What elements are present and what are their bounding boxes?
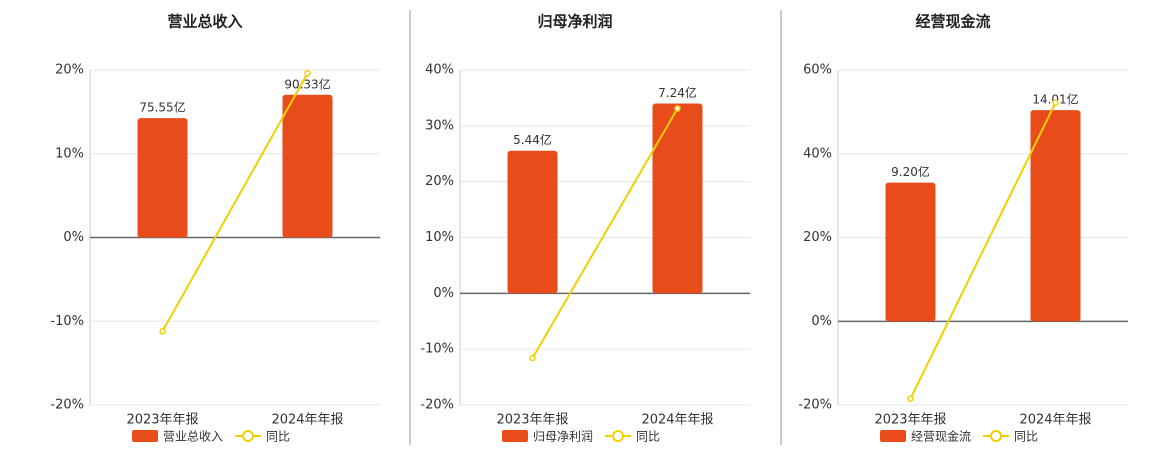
point	[907, 395, 914, 402]
line	[909, 102, 1057, 400]
bar	[507, 150, 558, 294]
legend-label: 营业总收入	[163, 430, 223, 444]
y-tick-label: -10%	[420, 342, 454, 357]
data-label: 7.24亿	[658, 85, 697, 100]
legend-label: 同比	[266, 430, 290, 444]
x-tick-label: 2023年年报	[874, 413, 946, 428]
point	[159, 328, 166, 335]
y-tick-label: 10%	[55, 146, 84, 161]
line	[531, 108, 679, 359]
x-tick-label: 2024年年报	[271, 413, 343, 428]
legend-swatch	[880, 430, 906, 442]
point	[1052, 99, 1059, 106]
data-label: 9.20亿	[891, 164, 930, 179]
bar	[652, 103, 703, 294]
y-tick-label: 10%	[425, 230, 454, 245]
legend-label: 经营现金流	[911, 429, 971, 444]
y-tick-label: 40%	[425, 63, 454, 78]
y-tick-label: 40%	[803, 146, 832, 161]
chart-title: 归母净利润	[537, 13, 612, 31]
legend-swatch	[132, 430, 158, 442]
x-tick-label: 2023年年报	[496, 413, 568, 428]
legend-label: 同比	[1014, 430, 1038, 444]
bar	[282, 94, 333, 238]
y-tick-label: 20%	[803, 230, 832, 245]
chart-title: 经营现金流	[915, 13, 990, 31]
legend-swatch	[612, 430, 625, 442]
y-tick-label: 30%	[425, 118, 454, 133]
data-label: 75.55亿	[139, 100, 185, 115]
y-tick-label: -20%	[50, 398, 84, 413]
legend-swatch	[242, 430, 255, 442]
point	[529, 354, 536, 362]
legend-swatch	[990, 430, 1003, 442]
y-tick-label: -20%	[420, 398, 454, 413]
point	[674, 105, 681, 112]
data-label: 5.44亿	[513, 132, 552, 147]
y-tick-label: 20%	[55, 63, 84, 78]
y-tick-label: 0%	[433, 286, 454, 301]
x-tick-label: 2024年年报	[641, 413, 713, 428]
y-tick-label: 60%	[803, 63, 832, 78]
y-tick-label: 0%	[63, 230, 84, 245]
y-tick-label: -10%	[50, 314, 84, 329]
bar	[885, 182, 936, 322]
y-tick-label: 0%	[811, 314, 832, 329]
x-tick-label: 2023年年报	[126, 413, 198, 428]
x-tick-label: 2024年年报	[1019, 413, 1091, 428]
data-label: 14.01亿	[1032, 92, 1078, 107]
bar	[137, 118, 188, 238]
legend-label: 归母净利润	[533, 430, 593, 444]
bar	[1030, 110, 1081, 322]
y-tick-label: -20%	[798, 398, 832, 413]
legend-swatch	[502, 430, 528, 442]
chart-title: 营业总收入	[167, 13, 242, 31]
line	[161, 72, 309, 332]
point	[304, 70, 311, 77]
legend-label: 同比	[636, 430, 660, 444]
data-label: 90.33亿	[284, 76, 330, 91]
y-tick-label: 20%	[425, 174, 454, 189]
